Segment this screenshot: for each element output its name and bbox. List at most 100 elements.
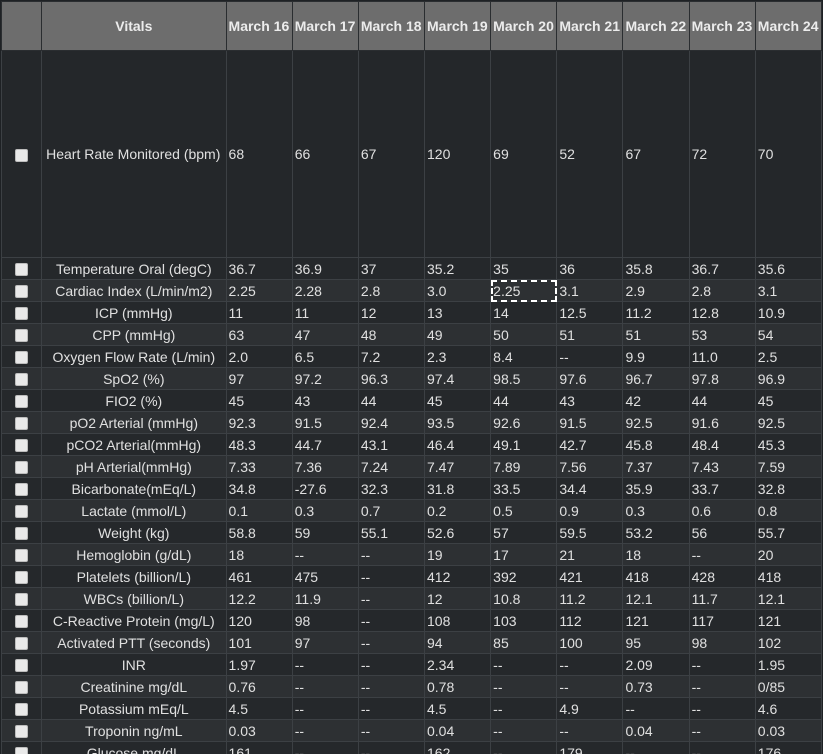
vital-value-cell[interactable]: 43 xyxy=(556,389,624,412)
vital-value-cell[interactable]: 98 xyxy=(688,631,756,654)
vital-value-cell[interactable]: 33.7 xyxy=(688,477,756,500)
vital-value-cell[interactable]: 7.2 xyxy=(357,345,426,368)
table-row[interactable]: pCO2 Arterial(mmHg) 48.3 44.7 43.1 46.4 49.1 4… xyxy=(1,433,823,456)
vital-value-cell[interactable]: 42.7 xyxy=(556,433,624,456)
vital-name-cell[interactable]: pCO2 Arterial(mmHg) xyxy=(41,433,227,456)
vital-value-cell[interactable]: 162 xyxy=(423,741,492,754)
vital-value-cell[interactable]: 91.5 xyxy=(291,411,359,434)
vital-value-cell[interactable]: 12.5 xyxy=(556,301,624,324)
vital-value-cell[interactable]: 70 xyxy=(754,50,823,258)
vital-value-cell[interactable]: 102 xyxy=(754,631,823,654)
vital-value-cell[interactable]: 67 xyxy=(622,50,690,258)
vital-value-cell[interactable]: 0.1 xyxy=(225,499,293,522)
vital-value-cell[interactable]: -- xyxy=(291,741,359,754)
table-row[interactable]: Weight (kg) 58.8 59 55.1 52.6 57 59.5 53.2 56 55.… xyxy=(1,521,823,544)
vital-value-cell[interactable]: -- xyxy=(490,741,558,754)
vital-value-cell[interactable]: 45.8 xyxy=(622,433,690,456)
vital-value-cell[interactable]: 0/85 xyxy=(754,675,823,698)
vital-value-cell[interactable]: 93.5 xyxy=(423,411,492,434)
vital-value-cell[interactable]: -- xyxy=(357,587,426,610)
vital-value-cell[interactable]: 112 xyxy=(556,609,624,632)
vital-value-cell[interactable]: 69 xyxy=(490,50,558,258)
vital-value-cell[interactable]: 461 xyxy=(225,565,293,588)
row-select-checkbox[interactable] xyxy=(15,703,29,717)
vital-name-cell[interactable]: INR xyxy=(41,653,227,676)
row-select-checkbox[interactable] xyxy=(15,505,29,519)
vital-value-cell[interactable]: 35.6 xyxy=(754,257,823,280)
vital-value-cell[interactable]: 98.5 xyxy=(490,367,558,390)
vital-value-cell[interactable]: 48 xyxy=(357,323,426,346)
vital-name-cell[interactable]: pO2 Arterial (mmHg) xyxy=(41,411,227,434)
vital-value-cell[interactable]: 418 xyxy=(754,565,823,588)
vital-value-cell[interactable]: 92.5 xyxy=(754,411,823,434)
vital-value-cell[interactable]: 52.6 xyxy=(423,521,492,544)
vital-name-cell[interactable]: SpO2 (%) xyxy=(41,367,227,390)
vital-value-cell[interactable]: 7.59 xyxy=(754,455,823,478)
vital-value-cell[interactable]: 7.56 xyxy=(556,455,624,478)
vital-value-cell[interactable]: 63 xyxy=(225,323,293,346)
vital-value-cell[interactable]: -- xyxy=(357,741,426,754)
vital-value-cell[interactable]: 11.9 xyxy=(291,587,359,610)
vital-value-cell[interactable]: 96.9 xyxy=(754,367,823,390)
vital-value-cell[interactable]: 2.3 xyxy=(423,345,492,368)
vital-value-cell[interactable]: 103 xyxy=(490,609,558,632)
vital-value-cell[interactable]: 36.7 xyxy=(225,257,293,280)
vital-value-cell[interactable]: 92.6 xyxy=(490,411,558,434)
vital-value-cell[interactable]: 51 xyxy=(622,323,690,346)
vital-value-cell[interactable]: 2.34 xyxy=(423,653,492,676)
row-select-checkbox[interactable] xyxy=(15,395,29,409)
vital-value-cell[interactable]: 51 xyxy=(556,323,624,346)
table-row[interactable]: Hemoglobin (g/dL) 18 -- -- 19 17 21 18 -- 20 xyxy=(1,543,823,566)
vital-value-cell[interactable]: 43.1 xyxy=(357,433,426,456)
table-row[interactable]: pH Arterial(mmHg) 7.33 7.36 7.24 7.47 7.89 7.5… xyxy=(1,455,823,478)
vital-value-cell[interactable]: 1.95 xyxy=(754,653,823,676)
vital-value-cell[interactable]: 53 xyxy=(688,323,756,346)
vital-value-cell[interactable]: 11.0 xyxy=(688,345,756,368)
vital-name-cell[interactable]: Oxygen Flow Rate (L/min) xyxy=(41,345,227,368)
table-row[interactable]: WBCs (billion/L) 12.2 11.9 -- 12 10.8 11.2 12.1… xyxy=(1,587,823,610)
vital-value-cell[interactable]: 0.2 xyxy=(423,499,492,522)
row-select-checkbox[interactable] xyxy=(15,417,29,431)
table-row[interactable]: Temperature Oral (degC) 36.7 36.9 37 35.2 35 3… xyxy=(1,257,823,280)
row-select-checkbox[interactable] xyxy=(15,549,29,563)
vital-value-cell[interactable]: 0.04 xyxy=(423,719,492,742)
vital-value-cell[interactable]: 179 xyxy=(556,741,624,754)
vital-name-cell[interactable]: Lactate (mmol/L) xyxy=(41,499,227,522)
vital-value-cell[interactable]: -- xyxy=(357,653,426,676)
vital-value-cell[interactable]: 12.8 xyxy=(688,301,756,324)
row-select-checkbox[interactable] xyxy=(15,263,29,277)
vital-value-cell[interactable]: 98 xyxy=(291,609,359,632)
vital-value-cell[interactable]: 428 xyxy=(688,565,756,588)
row-select-checkbox[interactable] xyxy=(15,725,29,739)
vital-value-cell[interactable]: 2.25 xyxy=(225,279,293,302)
date-column-header[interactable]: March 18 xyxy=(357,1,426,51)
table-row[interactable]: Creatinine mg/dL 0.76 -- -- 0.78 -- -- 0.73 -- 0/… xyxy=(1,675,823,698)
vital-value-cell[interactable]: 72 xyxy=(688,50,756,258)
vital-value-cell[interactable]: 21 xyxy=(556,543,624,566)
table-row[interactable]: SpO2 (%) 97 97.2 96.3 97.4 98.5 97.6 96.7 97.8 96… xyxy=(1,367,823,390)
vital-value-cell[interactable]: 97.6 xyxy=(556,367,624,390)
vital-value-cell[interactable]: 8.4 xyxy=(490,345,558,368)
vital-value-cell[interactable]: 11.2 xyxy=(622,301,690,324)
vital-value-cell[interactable]: 96.3 xyxy=(357,367,426,390)
date-column-header[interactable]: March 17 xyxy=(291,1,359,51)
table-row[interactable]: Platelets (billion/L) 461 475 -- 412 392 421 41… xyxy=(1,565,823,588)
vital-value-cell[interactable]: 392 xyxy=(490,565,558,588)
vital-value-cell[interactable]: 44 xyxy=(688,389,756,412)
vital-value-cell[interactable]: 3.1 xyxy=(754,279,823,302)
vital-value-cell[interactable]: 108 xyxy=(423,609,492,632)
vital-name-cell[interactable]: Creatinine mg/dL xyxy=(41,675,227,698)
vital-value-cell[interactable]: -- xyxy=(291,697,359,720)
vital-value-cell[interactable]: 49 xyxy=(423,323,492,346)
vital-value-cell[interactable]: -- xyxy=(622,741,690,754)
vital-value-cell[interactable]: 13 xyxy=(423,301,492,324)
vital-value-cell[interactable]: 97 xyxy=(225,367,293,390)
row-select-checkbox[interactable] xyxy=(15,461,29,475)
vital-value-cell[interactable]: 7.33 xyxy=(225,455,293,478)
vital-value-cell[interactable]: -- xyxy=(556,719,624,742)
table-row[interactable]: C-Reactive Protein (mg/L) 120 98 -- 108 103 11… xyxy=(1,609,823,632)
vital-value-cell[interactable]: 91.6 xyxy=(688,411,756,434)
vital-value-cell[interactable]: 36 xyxy=(556,257,624,280)
vital-value-cell[interactable]: 10.9 xyxy=(754,301,823,324)
row-select-checkbox[interactable] xyxy=(15,329,29,343)
